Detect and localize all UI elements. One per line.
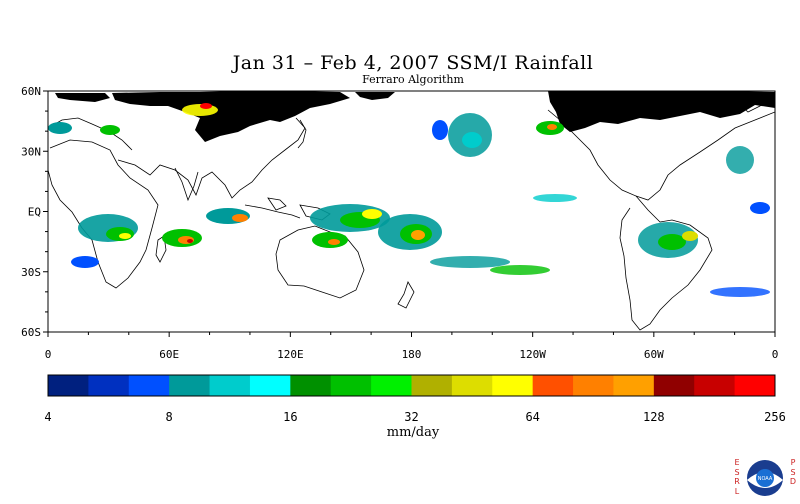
svg-text:NOAA: NOAA [758, 476, 773, 482]
lat-label-30N: 30N [21, 145, 41, 158]
colorbar-label-32: 32 [404, 410, 418, 424]
colorbar-label-64: 64 [525, 410, 539, 424]
noaa-logo: E S R L NOAA P S D [733, 458, 797, 498]
lon-label-0: 0 [45, 348, 52, 361]
colorbar-swatch [330, 375, 372, 396]
lat-label-60N: 60N [21, 85, 41, 98]
latitude-axis: 60N 30N EQ 30S 60S [21, 85, 48, 339]
esrl-letters: E S R L [734, 458, 740, 496]
rain-field [48, 103, 770, 297]
lon-label-60W: 60W [644, 348, 664, 361]
colorbar-swatch [694, 375, 736, 396]
colorbar-swatch [653, 375, 695, 396]
colorbar-tick-labels: 4 8 16 32 64 128 256 [44, 410, 785, 424]
chart-subtitle: Ferraro Algorithm [362, 73, 464, 86]
colorbar-swatch [209, 375, 251, 396]
colorbar-swatch [88, 375, 130, 396]
colorbar-swatch [371, 375, 412, 396]
colorbar-swatch [249, 375, 291, 396]
lon-label-0: 0 [772, 348, 779, 361]
map-frame [48, 91, 775, 332]
colorbar-swatch [613, 375, 655, 396]
lon-label-60E: 60E [159, 348, 179, 361]
lon-label-180: 180 [402, 348, 422, 361]
colorbar-swatch [532, 375, 574, 396]
colorbar-swatch [451, 375, 493, 396]
lon-label-120W: 120W [519, 348, 546, 361]
longitude-axis: 0 60E 120E 180 120W 60W 0 [45, 332, 779, 361]
coastlines [48, 91, 775, 331]
colorbar-label-256: 256 [764, 410, 786, 424]
colorbar-swatch [128, 375, 170, 396]
nodata-eurasia-west [55, 93, 110, 102]
map-content [48, 91, 775, 331]
lon-label-120E: 120E [277, 348, 304, 361]
nodata-kamchatka [355, 92, 395, 100]
colorbar-label-128: 128 [643, 410, 665, 424]
colorbar-swatch [169, 375, 211, 396]
colorbar-swatch [411, 375, 453, 396]
colorbar-label-16: 16 [283, 410, 297, 424]
noaa-emblem-icon: NOAA [747, 460, 783, 496]
nodata-north-america [548, 91, 775, 132]
colorbar-label-4: 4 [44, 410, 51, 424]
lat-label-60S: 60S [21, 326, 41, 339]
colorbar-border [47, 374, 776, 397]
colorbar-swatch [492, 375, 534, 396]
lat-label-EQ: EQ [28, 206, 41, 219]
colorbar-swatch [48, 375, 89, 396]
lat-label-30S: 30S [21, 266, 41, 279]
colorbar-label-8: 8 [166, 410, 173, 424]
psd-letters: P S D [789, 458, 797, 486]
chart-title: Jan 31 – Feb 4, 2007 SSM/I Rainfall [232, 52, 594, 74]
colorbar-swatch [290, 375, 332, 396]
colorbar-swatch [734, 375, 776, 396]
colorbar [47, 374, 776, 397]
colorbar-units: mm/day [386, 425, 440, 440]
nodata-eurasia [112, 91, 350, 142]
colorbar-swatch [573, 375, 614, 396]
